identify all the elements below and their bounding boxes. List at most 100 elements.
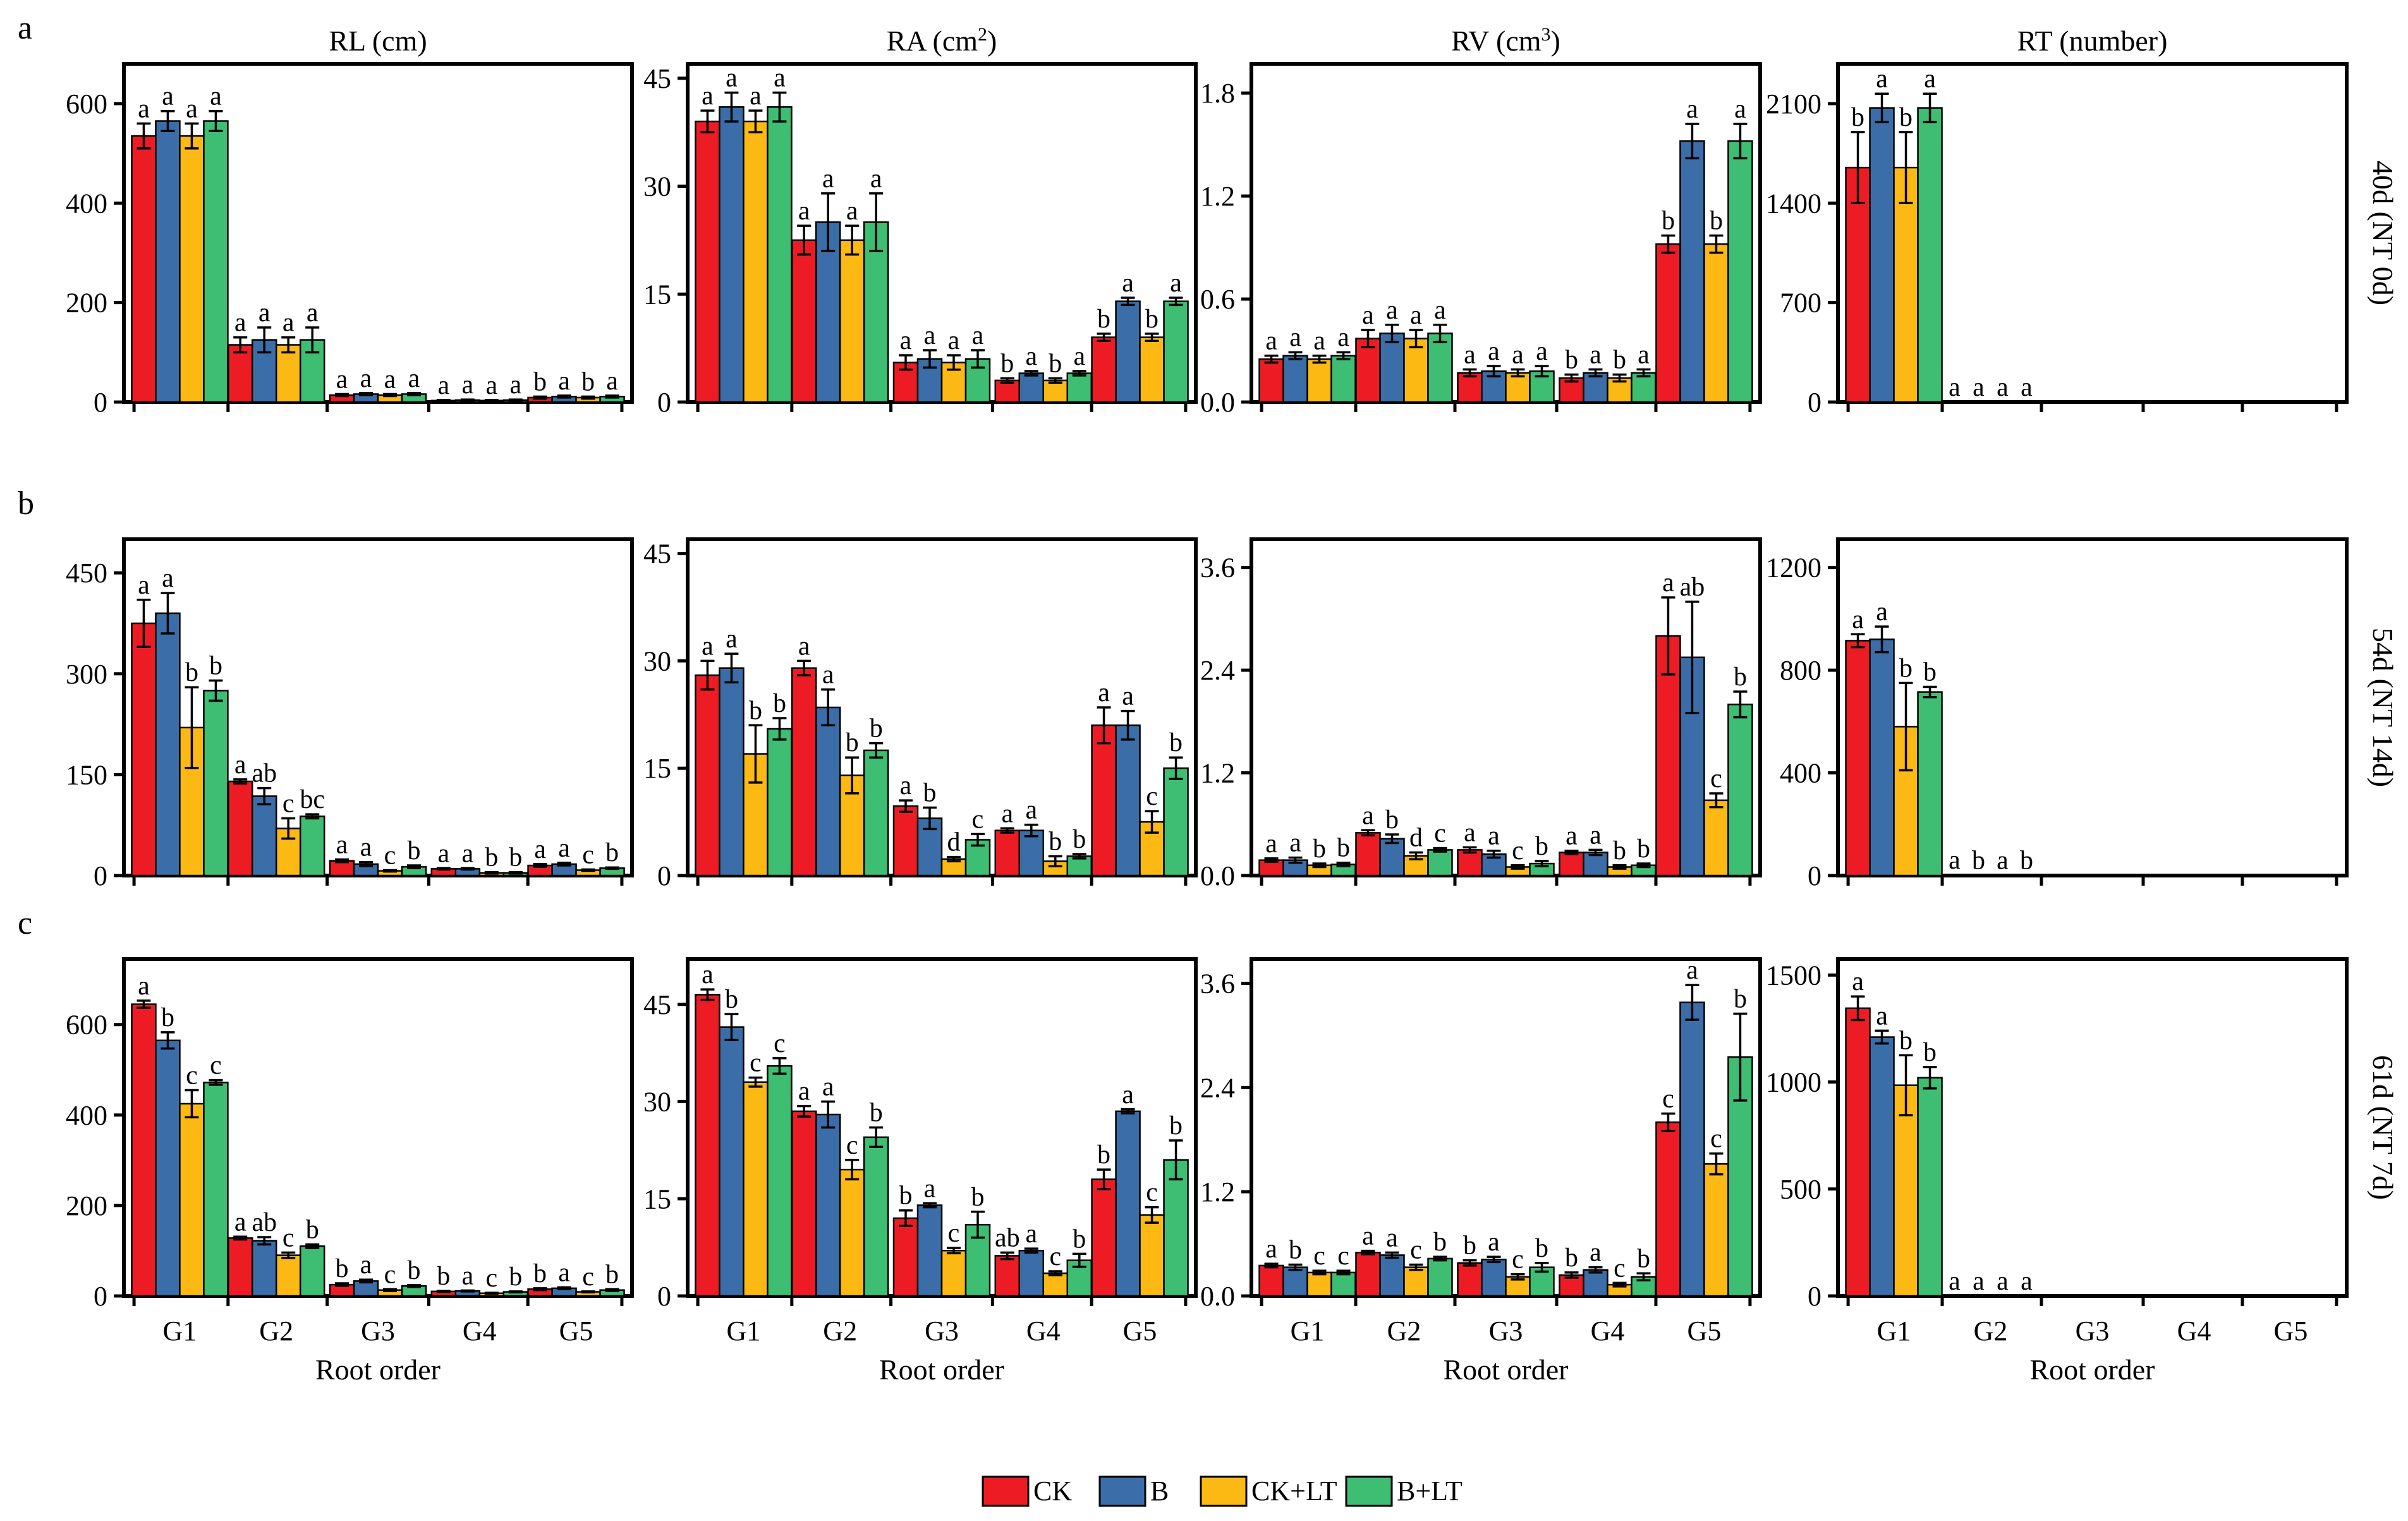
bar-G3-CK xyxy=(892,805,919,877)
significance-letter: a xyxy=(534,835,546,864)
bar-G1-CK xyxy=(1258,358,1284,403)
bar-G1-CK xyxy=(1845,1007,1871,1297)
bar-G1-CK+LT xyxy=(743,120,769,403)
significance-letter: c xyxy=(582,840,594,869)
bar-G1-CK xyxy=(695,674,721,877)
bar-G5-CK+LT xyxy=(1703,799,1729,877)
significance-letter: a xyxy=(1337,323,1349,352)
bar-G1-B+LT xyxy=(767,106,793,403)
bar-G2-CK xyxy=(227,1237,253,1297)
bar-G4-B+LT xyxy=(1066,372,1093,403)
significance-letter: a xyxy=(210,82,222,111)
bar-G1-B+LT xyxy=(1917,691,1943,877)
y-tick-label: 2.4 xyxy=(1200,1072,1235,1103)
row-label-a: a xyxy=(18,10,32,46)
significance-letter: a xyxy=(900,771,912,800)
bar-G1-B+LT xyxy=(1917,107,1943,403)
row-label-b: b xyxy=(18,486,34,522)
significance-letter: a xyxy=(162,564,174,593)
significance-letter: b xyxy=(1662,207,1675,236)
y-tick-label: 0 xyxy=(1808,387,1821,418)
legend-label-CK: CK xyxy=(1033,1475,1072,1506)
significance-letter: a xyxy=(1997,846,2009,876)
significance-letter: b xyxy=(336,1254,349,1283)
significance-letter: a xyxy=(846,197,858,226)
bar-G5-B xyxy=(1115,300,1141,403)
significance-letter: a xyxy=(307,298,319,327)
bar-G1-B+LT xyxy=(767,728,793,877)
significance-letter: a xyxy=(1488,337,1500,366)
significance-letter: a xyxy=(870,164,882,193)
significance-letter: c xyxy=(948,1219,960,1248)
significance-letter: a xyxy=(234,1207,246,1237)
y-tick-label: 0.0 xyxy=(1200,387,1235,418)
significance-letter: b xyxy=(185,658,198,687)
significance-letter: a xyxy=(972,321,984,350)
significance-letter: a xyxy=(1876,64,1888,94)
bar-G2-B xyxy=(1379,838,1405,877)
significance-letter: b xyxy=(1972,846,1985,876)
significance-letter: a xyxy=(1852,967,1864,996)
significance-letter: b xyxy=(605,1260,619,1289)
bar-G5-CK+LT xyxy=(1703,1163,1729,1297)
significance-letter: c xyxy=(774,1029,786,1058)
significance-letter: a xyxy=(1098,678,1110,707)
significance-letter: c xyxy=(1410,1236,1422,1265)
significance-letter: a xyxy=(1265,829,1277,858)
significance-letter: a xyxy=(1265,327,1277,356)
y-tick-label: 1.2 xyxy=(1200,1176,1235,1207)
significance-letter: a xyxy=(924,321,936,350)
y-tick-label: 3.6 xyxy=(1200,553,1235,583)
bar-G1-B+LT xyxy=(1330,355,1356,403)
significance-letter: b xyxy=(1049,827,1062,856)
y-tick-label: 600 xyxy=(66,1010,107,1041)
significance-letter: b xyxy=(408,836,421,865)
significance-letter: a xyxy=(822,661,834,690)
bar-G2-B+LT xyxy=(1427,333,1453,403)
significance-letter: a xyxy=(1265,1235,1277,1264)
significance-letter: ab xyxy=(252,1208,277,1237)
x-tick-label-G4: G4 xyxy=(1026,1316,1061,1347)
bar-G5-CK xyxy=(1091,336,1117,403)
significance-letter: a xyxy=(558,834,570,863)
bar-G3-CK xyxy=(1457,849,1483,877)
significance-letter: a xyxy=(558,1258,570,1287)
significance-letter: a xyxy=(1876,1001,1888,1030)
y-tick-label: 30 xyxy=(643,645,671,676)
bar-G4-B xyxy=(1583,1269,1608,1297)
bar-G4-B xyxy=(1018,372,1045,403)
y-tick-label: 1400 xyxy=(1766,188,1821,219)
significance-letter: b xyxy=(1049,349,1062,378)
significance-letter: d xyxy=(1409,823,1423,852)
significance-letter: a xyxy=(1362,801,1374,830)
y-tick-label: 0 xyxy=(94,1281,107,1312)
significance-letter: b xyxy=(1000,349,1014,378)
significance-letter: c xyxy=(1049,1242,1061,1271)
bar-G1-B xyxy=(719,667,745,877)
significance-letter: a xyxy=(1949,373,1961,402)
bar-G1-CK+LT xyxy=(1306,1271,1332,1297)
y-tick-label: 15 xyxy=(643,1183,671,1214)
y-tick-label: 30 xyxy=(643,171,671,202)
significance-letter: a xyxy=(360,364,372,393)
y-tick-label: 800 xyxy=(1780,655,1821,686)
y-tick-label: 15 xyxy=(643,753,671,784)
significance-letter: b xyxy=(485,843,498,872)
bar-G5-B xyxy=(1679,1001,1705,1297)
bar-G2-B+LT xyxy=(863,749,889,877)
bar-G1-CK xyxy=(131,622,157,877)
significance-letter: b xyxy=(923,778,937,807)
significance-letter: a xyxy=(1997,1267,2009,1296)
bar-G3-CK xyxy=(1457,1262,1483,1297)
significance-letter: b xyxy=(1899,654,1912,683)
significance-letter: a xyxy=(1313,327,1325,356)
significance-letter: a xyxy=(1434,296,1446,325)
